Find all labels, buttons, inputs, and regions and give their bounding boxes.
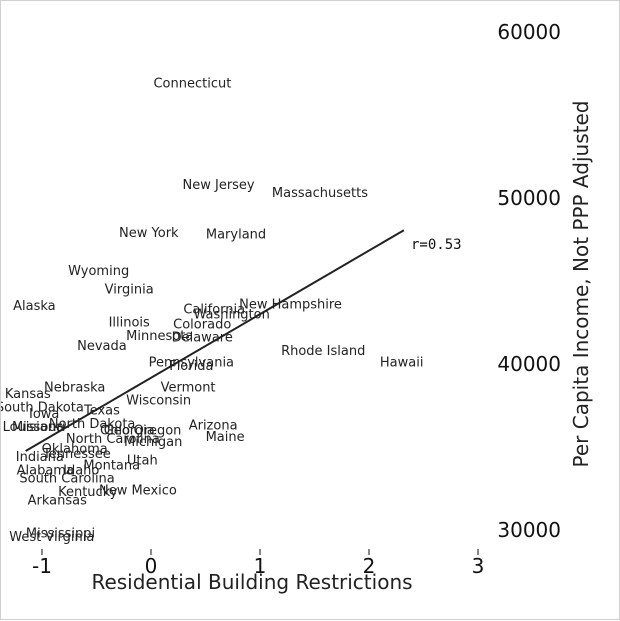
point-label-alaska: Alaska — [13, 299, 56, 314]
point-label-idaho: Idaho — [63, 463, 99, 478]
point-label-illinois: Illinois — [109, 316, 150, 331]
point-label-utah: Utah — [127, 453, 158, 468]
point-label-minnesota: Minnesota — [126, 329, 193, 344]
point-label-new-york: New York — [119, 226, 179, 241]
point-label-california: California — [183, 302, 245, 317]
point-label-nevada: Nevada — [77, 339, 127, 354]
x-tick-label: 2 — [363, 554, 376, 578]
y-axis-label: Per Capita Income, Not PPP Adjusted — [569, 101, 593, 468]
point-label-maine: Maine — [206, 430, 245, 445]
y-tick-label: 50000 — [497, 186, 561, 210]
point-label-montana: Montana — [83, 458, 140, 473]
point-label-kentucky: Kentucky — [58, 485, 118, 500]
y-tick-label: 40000 — [497, 352, 561, 376]
point-label-colorado: Colorado — [173, 317, 231, 332]
y-tick-label: 60000 — [497, 20, 561, 44]
x-tick-label: 3 — [472, 554, 485, 578]
point-label-west-virginia: West Virginia — [9, 530, 94, 545]
correlation-annotation: r=0.53 — [411, 237, 462, 253]
plot-marks: Connecticut New Jersey Massachusetts New Yo… — [1, 77, 423, 545]
point-label-arizona: Arizona — [189, 419, 238, 434]
y-tick-label: 30000 — [497, 518, 561, 542]
point-label-wisconsin: Wisconsin — [126, 394, 191, 409]
point-label-north-dakota: North Dakota — [49, 417, 136, 432]
point-label-vermont: Vermont — [161, 380, 216, 395]
point-label-wyoming: Wyoming — [68, 264, 129, 279]
point-label-alabama: Alabama — [17, 463, 74, 478]
point-label-georgia: Georgia — [104, 424, 155, 439]
fit-line — [25, 229, 405, 452]
point-label-maryland: Maryland — [206, 228, 266, 243]
point-label-oregon: Oregon — [134, 424, 182, 439]
point-label-kansas: Kansas — [5, 387, 51, 402]
x-axis-label: Residential Building Restrictions — [91, 570, 412, 594]
point-label-arkansas: Arkansas — [28, 493, 87, 508]
point-label-texas: Texas — [83, 404, 120, 419]
point-label-new-jersey: New Jersey — [183, 178, 255, 193]
x-tick-label: -1 — [32, 554, 52, 578]
point-label-michigan: Michigan — [124, 435, 182, 450]
point-label-rhode-island: Rhode Island — [281, 344, 365, 359]
fit-line-group — [25, 229, 405, 452]
point-label-ohio: Ohio — [100, 424, 130, 439]
point-label-massachusetts: Massachusetts — [272, 186, 368, 201]
point-label-indiana: Indiana — [16, 450, 64, 465]
x-axis-ticks: -1 0 1 2 3 — [32, 549, 484, 578]
point-label-north-carolina: North Carolina — [66, 432, 160, 447]
x-tick-label: 0 — [145, 554, 158, 578]
point-label-nebraska: Nebraska — [44, 380, 105, 395]
y-axis-ticks: 30000 40000 50000 60000 — [497, 20, 561, 542]
point-label-iowa: Iowa — [29, 407, 59, 422]
point-label-tennessee: Tennessee — [42, 447, 111, 462]
point-label-louisiana: Louisiana — [3, 420, 64, 435]
point-label-oklahoma: Oklahoma — [42, 442, 108, 457]
point-label-delaware: Delaware — [172, 331, 233, 346]
point-label-connecticut: Connecticut — [153, 77, 231, 92]
point-label-south-dakota: South Dakota — [1, 400, 84, 415]
point-label-virginia: Virginia — [105, 282, 154, 297]
point-label-south-carolina: South Carolina — [19, 472, 114, 487]
point-label-new-mexico: New Mexico — [99, 483, 177, 498]
point-label-new-hampshire: New Hampshire — [239, 297, 342, 312]
point-label-mississippi: Mississippi — [26, 526, 95, 541]
point-label-hawaii: Hawaii — [380, 356, 424, 371]
point-label-missouri: Missouri — [12, 420, 66, 435]
point-label-florida: Florida — [169, 359, 213, 374]
x-tick-label: 1 — [254, 554, 267, 578]
